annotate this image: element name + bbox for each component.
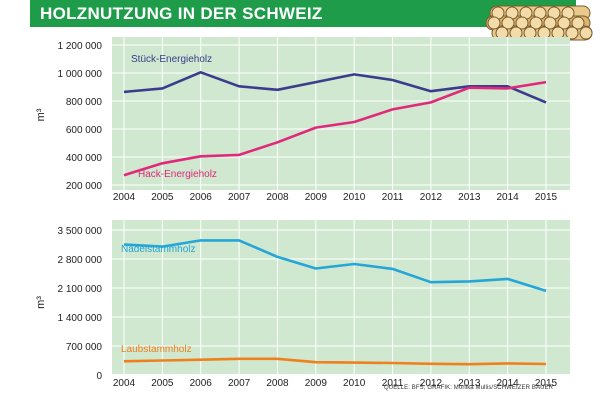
y-tick-label: 800 000 [66, 97, 103, 108]
series-line-hack-energieholz [123, 80, 547, 177]
y-tick-label: 1 200 000 [58, 41, 103, 52]
y-tick-label: 400 000 [66, 153, 103, 164]
x-tick-label: 2009 [305, 192, 328, 203]
plot-area [112, 37, 570, 190]
x-tick-label: 2012 [420, 192, 443, 203]
x-tick-label: 2015 [535, 378, 558, 389]
x-tick-label: 2008 [266, 378, 289, 389]
x-tick-label: 2004 [113, 378, 136, 389]
x-tick-label: 2012 [420, 378, 443, 389]
series-line-nadelstammholz [123, 239, 547, 293]
x-tick-label: 2015 [535, 192, 558, 203]
y-tick-label: 1 400 000 [58, 313, 103, 324]
chart-title: HOLZNUTZUNG IN DER SCHWEIZ [40, 4, 323, 23]
x-tick-label: 2011 [382, 378, 404, 389]
x-tick-label: 2014 [497, 378, 520, 389]
plot-area [112, 220, 570, 374]
x-tick-label: 2013 [458, 378, 481, 389]
series-label: Nadelstammholz [121, 244, 195, 255]
y-tick-label: 700 000 [66, 342, 103, 353]
x-tick-label: 2010 [343, 192, 366, 203]
chart-1: 200 000 400 000 600 000 800 000 1 000 000 1 2… [35, 37, 570, 203]
x-tick-label: 2010 [343, 378, 366, 389]
x-tick-label: 2011 [382, 192, 404, 203]
y-tick-label: 600 000 [66, 125, 103, 136]
x-tick-label: 2007 [228, 192, 251, 203]
x-tick-label: 2008 [266, 192, 289, 203]
x-tick-label: 2014 [497, 192, 520, 203]
y-axis-unit: m³ [35, 108, 47, 121]
y-tick-label: 2 800 000 [58, 255, 103, 266]
series-line-laubstammholz [123, 357, 547, 366]
y-tick-label: 0 [96, 371, 102, 382]
x-tick-label: 2013 [458, 192, 481, 203]
y-tick-label: 3 500 000 [58, 226, 103, 237]
series-line-st-ck-energieholz [123, 71, 547, 104]
x-tick-label: 2005 [151, 192, 174, 203]
x-tick-label: 2006 [190, 192, 213, 203]
y-tick-label: 200 000 [66, 181, 103, 192]
y-tick-label: 2 100 000 [58, 284, 103, 295]
title-bar: HOLZNUTZUNG IN DER SCHWEIZ [30, 0, 593, 41]
y-axis-unit: m³ [35, 296, 47, 309]
series-label: Laubstammholz [121, 344, 192, 355]
x-tick-label: 2004 [113, 192, 136, 203]
source-credit: QUELLE: BFS; GRAFIK: Monika Mullis/SCHWE… [384, 385, 554, 391]
x-tick-label: 2005 [151, 378, 174, 389]
series-label: Stück-Energieholz [131, 54, 212, 65]
y-tick-label: 1 000 000 [58, 69, 103, 80]
x-tick-label: 2006 [190, 378, 213, 389]
x-tick-label: 2009 [305, 378, 328, 389]
series-label: Hack-Energieholz [138, 169, 217, 180]
chart-2: 0 700 000 1 400 000 2 100 000 2 800 000 3 500… [35, 220, 570, 389]
x-tick-label: 2007 [228, 378, 251, 389]
wood-logs-icon [485, 5, 593, 41]
